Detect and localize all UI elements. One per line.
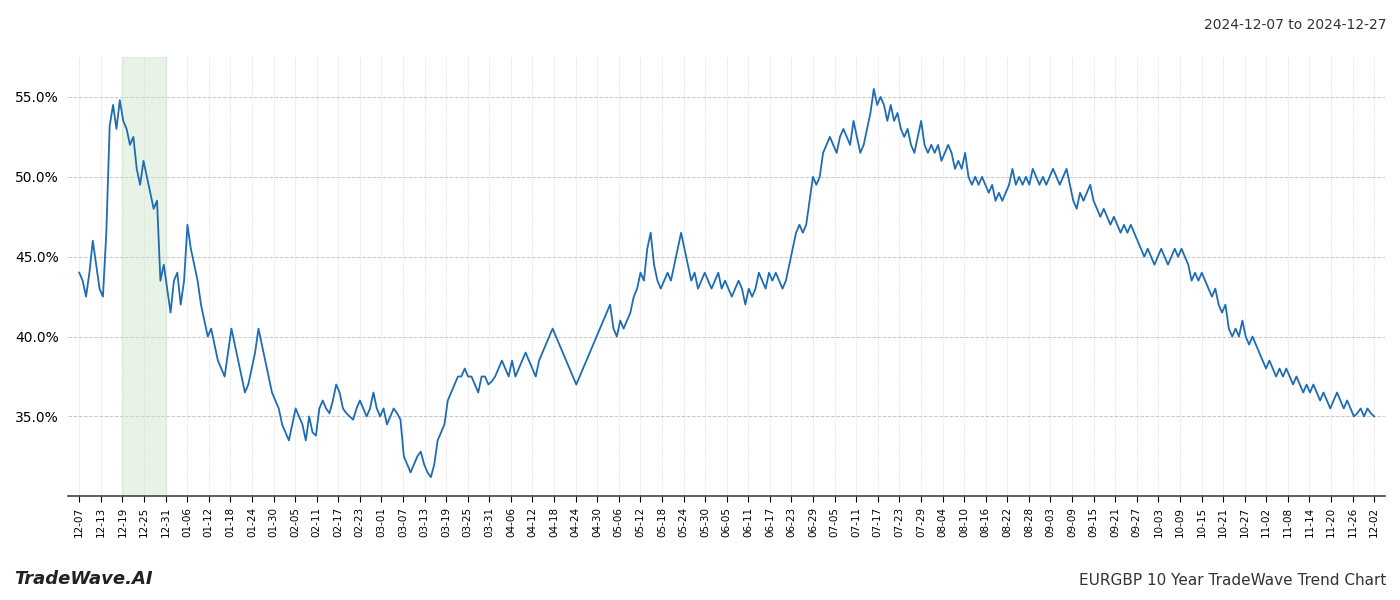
Text: TradeWave.AI: TradeWave.AI — [14, 570, 153, 588]
Text: EURGBP 10 Year TradeWave Trend Chart: EURGBP 10 Year TradeWave Trend Chart — [1078, 573, 1386, 588]
Text: 2024-12-07 to 2024-12-27: 2024-12-07 to 2024-12-27 — [1204, 18, 1386, 32]
Bar — [122, 57, 165, 496]
